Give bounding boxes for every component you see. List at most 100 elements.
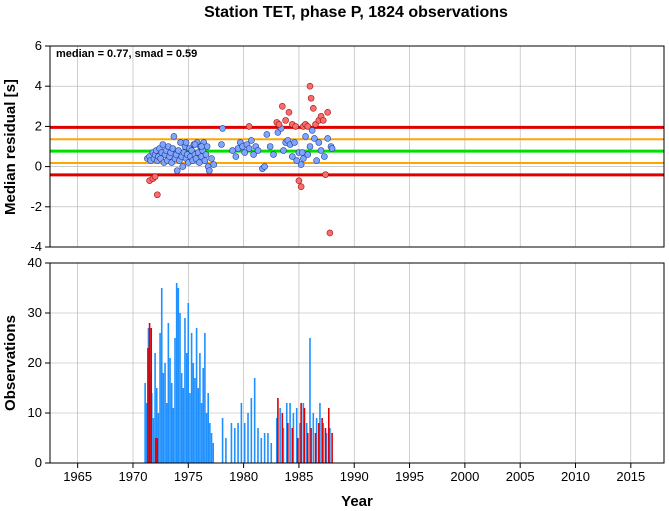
residual-point <box>219 125 226 132</box>
observation-bar <box>157 413 160 463</box>
observation-bar <box>210 433 213 463</box>
outlier-bar <box>150 328 153 463</box>
observation-bar <box>230 423 233 463</box>
observation-bar <box>263 433 266 463</box>
observation-bar <box>152 418 155 463</box>
outlier-point <box>306 82 314 90</box>
observation-bar <box>209 423 211 463</box>
residual-point <box>298 149 306 156</box>
observation-bar <box>260 438 263 463</box>
outlier-bar <box>331 433 333 463</box>
x-tick-label: 1975 <box>174 469 203 484</box>
x-tick-label: 1965 <box>63 469 92 484</box>
observation-bar <box>205 413 208 463</box>
observation-bar <box>180 373 183 463</box>
y-tick-label: 0 <box>35 455 42 470</box>
observation-bar <box>299 423 301 463</box>
observation-bar <box>174 338 176 463</box>
observation-bar <box>144 383 146 463</box>
observation-bar <box>204 333 206 463</box>
observation-bar <box>182 388 185 463</box>
outlier-point <box>326 229 334 237</box>
residual-annotation: median = 0.77, smad = 0.59 <box>56 48 197 60</box>
residual-point <box>173 167 181 174</box>
outlier-point <box>245 123 253 130</box>
observation-bar <box>292 413 295 463</box>
outlier-bar <box>297 438 299 463</box>
outlier-bar <box>291 428 294 463</box>
residual-point <box>248 137 255 144</box>
observation-bar <box>199 353 201 463</box>
residual-point <box>291 139 298 146</box>
observations-x-ticks: 1965 1970 1975 1980 1985 1990 1995 2000 2005 2010… <box>63 463 645 484</box>
outlier-bar <box>147 348 149 463</box>
observation-bar <box>267 433 269 463</box>
residual-point <box>159 141 167 148</box>
residual-point <box>308 127 316 134</box>
observation-bar <box>295 408 298 463</box>
outlier-point <box>324 109 331 116</box>
residual-point <box>266 143 274 150</box>
observation-bar <box>212 443 214 463</box>
observation-bar <box>225 438 227 463</box>
x-tick-label: 1970 <box>119 469 148 484</box>
residual-panel-background <box>50 46 664 247</box>
outlier-point <box>279 103 286 110</box>
residual-point <box>313 157 320 164</box>
observation-bar <box>177 288 180 463</box>
observation-bar <box>167 323 170 463</box>
y-tick-label: 0 <box>35 159 42 174</box>
observation-bar <box>282 428 285 463</box>
observation-bar <box>189 393 191 463</box>
observation-bar <box>250 398 253 463</box>
residual-points <box>144 82 336 237</box>
y-tick-label: 40 <box>28 255 42 270</box>
residual-point <box>202 151 210 158</box>
observation-bar <box>164 363 166 463</box>
observation-bar <box>162 373 165 463</box>
residual-point <box>315 139 323 146</box>
observation-bar <box>247 413 249 463</box>
y-tick-label: 6 <box>35 38 42 53</box>
residual-y-ticks: -4 -2 0 2 4 6 <box>30 38 50 254</box>
observation-bar <box>325 433 328 463</box>
observation-bar <box>154 353 156 463</box>
x-tick-label: 2000 <box>450 469 479 484</box>
residual-point <box>229 147 236 154</box>
observation-bar <box>200 403 203 463</box>
observation-bar <box>159 333 161 463</box>
outlier-point <box>307 94 315 102</box>
outlier-point <box>275 121 283 128</box>
observation-bar <box>329 428 331 463</box>
residual-point <box>210 161 218 168</box>
y-tick-label: -4 <box>30 239 42 254</box>
residual-point <box>232 153 240 160</box>
observation-bar <box>257 428 259 463</box>
x-axis-label: Year <box>341 493 373 510</box>
residual-point <box>218 141 225 148</box>
observation-bar <box>279 408 281 463</box>
chart-title: Station TET, phase P, 1824 observations <box>204 4 508 21</box>
residual-point <box>169 145 177 152</box>
observation-bar <box>187 303 190 463</box>
observation-bar <box>179 313 181 463</box>
observations-y-ticks: 0 10 20 30 40 <box>28 255 50 470</box>
observation-bar <box>190 333 193 463</box>
outlier-bar <box>281 413 284 463</box>
residual-point <box>306 143 314 150</box>
residual-point <box>317 147 325 154</box>
y-tick-label: 4 <box>35 78 42 93</box>
residual-point <box>270 151 277 158</box>
outlier-point <box>154 191 161 199</box>
observation-bar <box>169 358 171 463</box>
observation-bar <box>243 423 246 463</box>
residual-point <box>304 151 312 158</box>
outlier-bar <box>303 408 306 463</box>
outlier-bar <box>306 433 309 463</box>
observation-bar <box>305 423 308 463</box>
residual-point <box>324 135 331 142</box>
observations-y-axis-label: Observations <box>2 315 19 411</box>
x-tick-label: 1980 <box>229 469 258 484</box>
outlier-bar <box>321 418 323 463</box>
observation-bar <box>172 408 175 463</box>
